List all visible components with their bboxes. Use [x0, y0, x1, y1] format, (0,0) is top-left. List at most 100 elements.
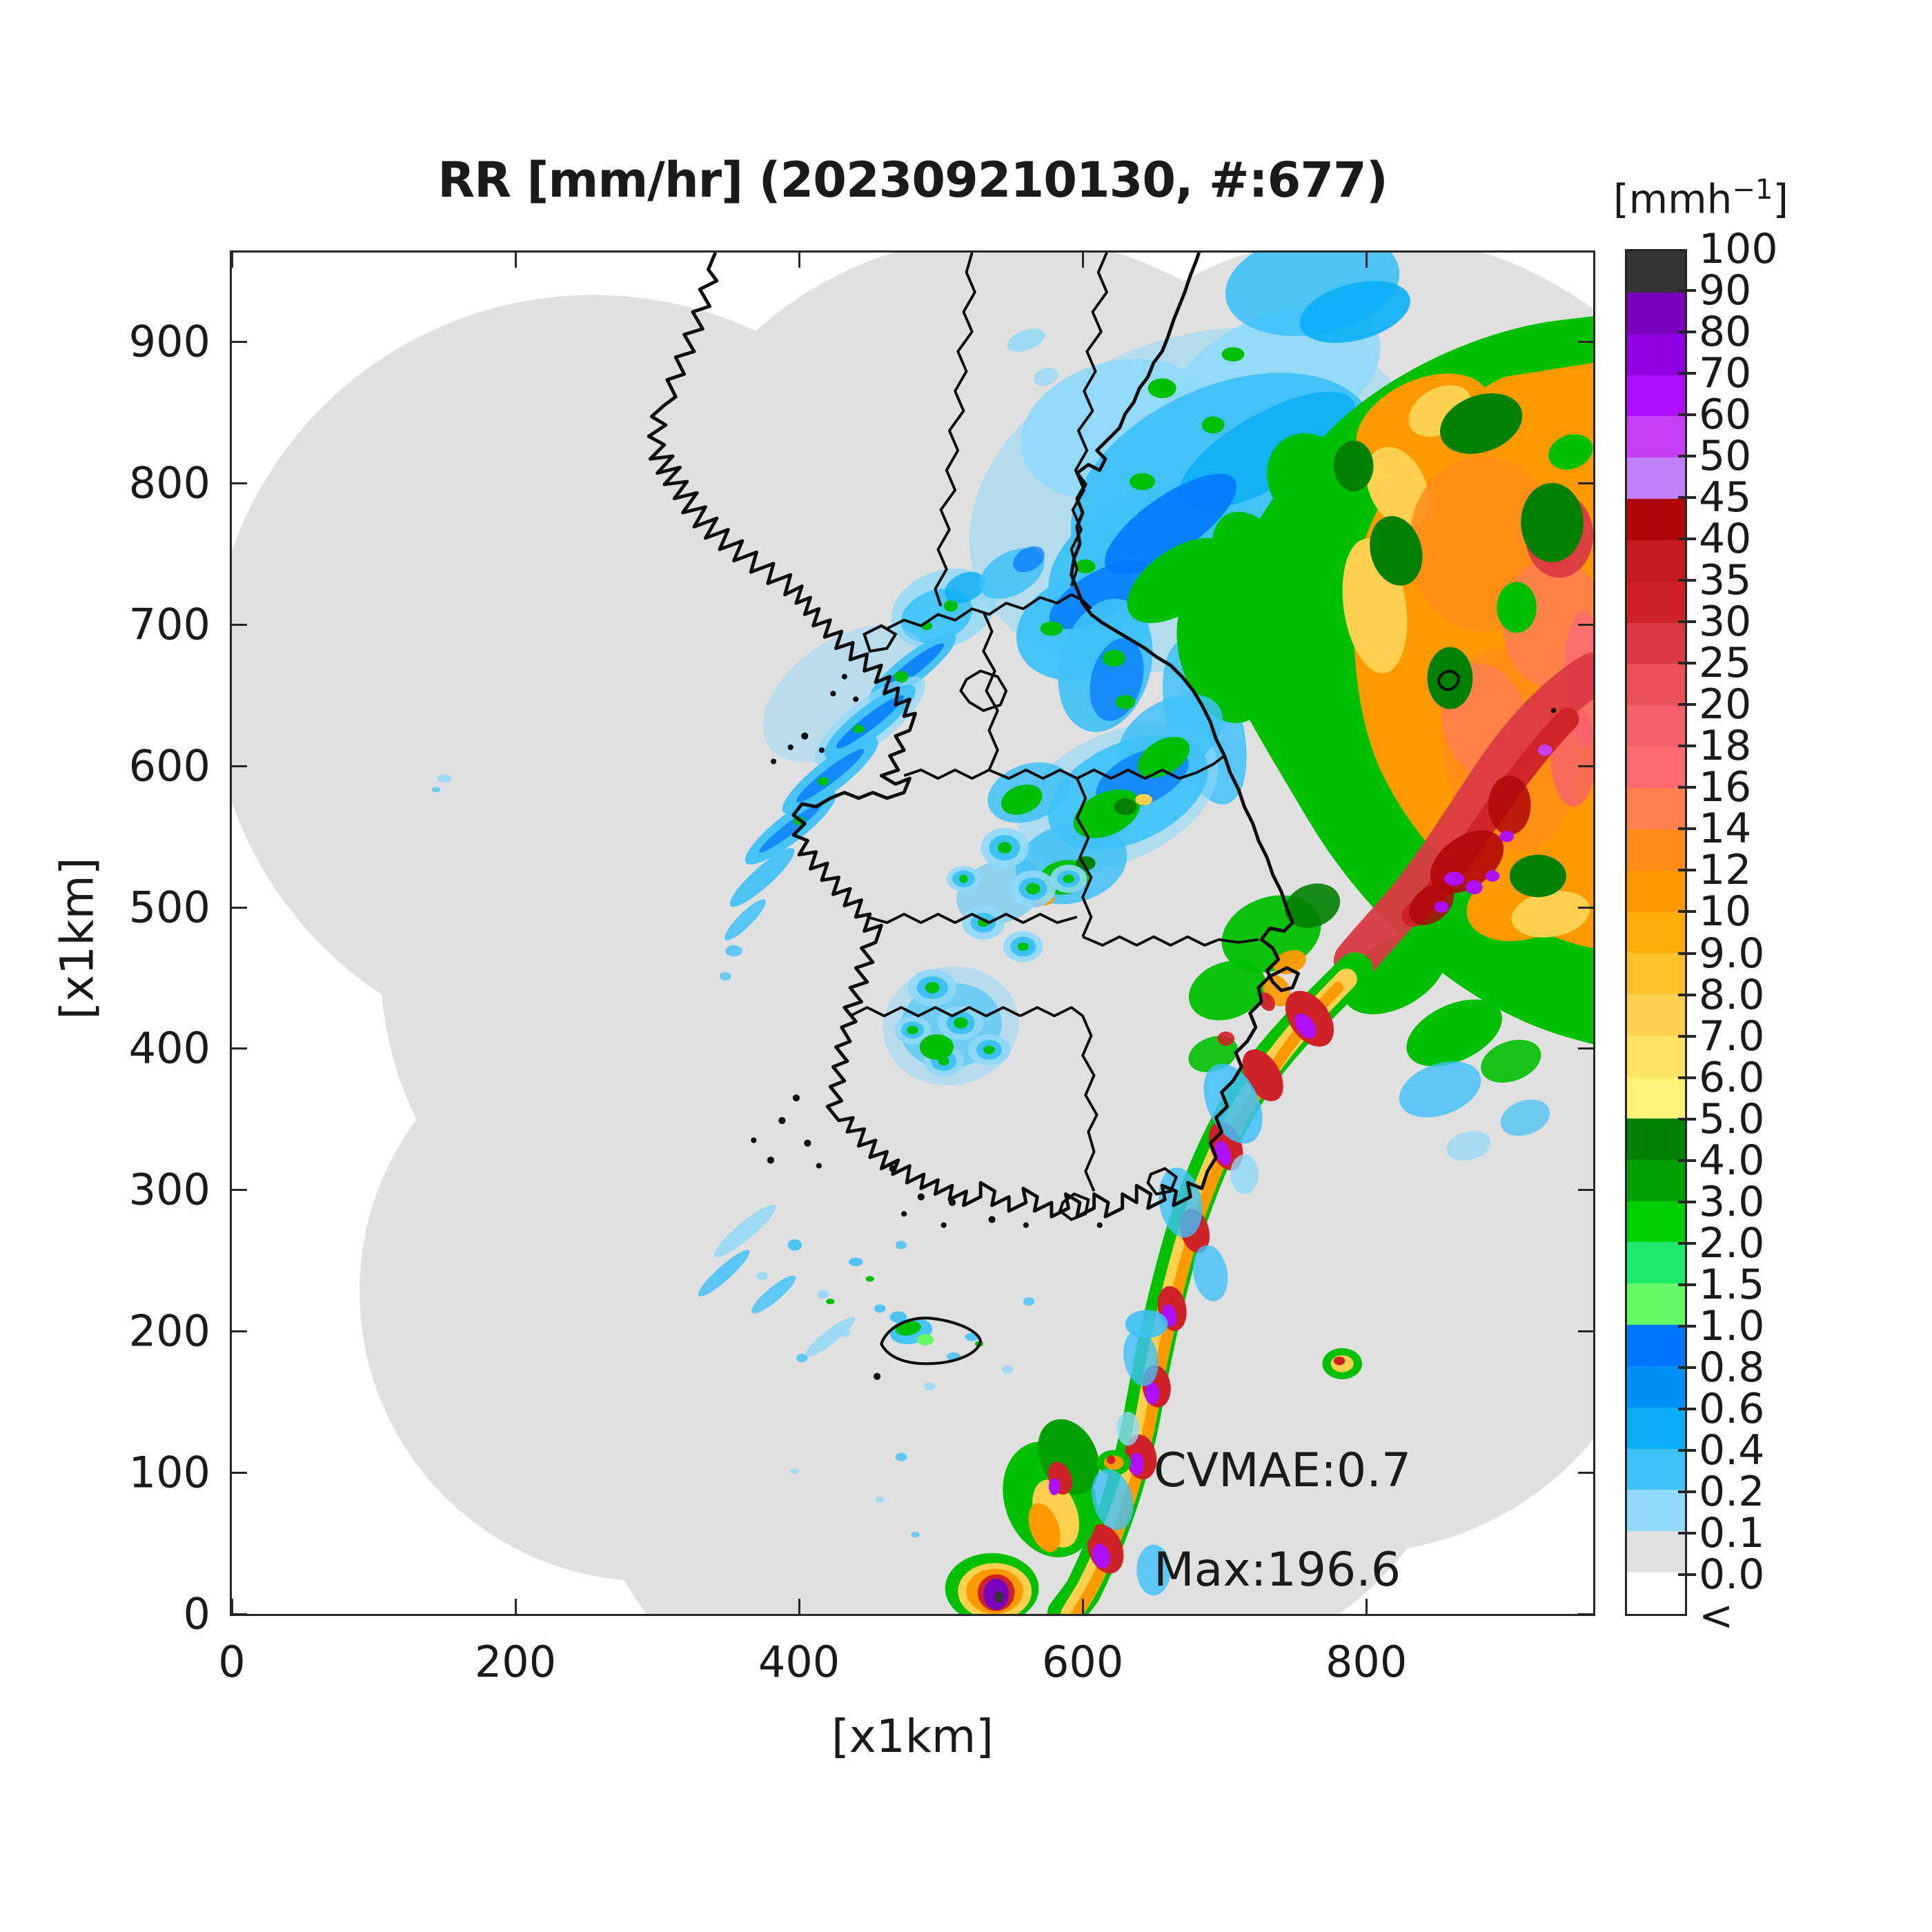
precip-cell [431, 787, 441, 793]
cvmae-annotation: CVMAE:0.7 [1154, 1443, 1412, 1498]
colorbar-tick-mark [1678, 538, 1696, 541]
precip-cell [983, 1045, 995, 1054]
precip-cell [1013, 546, 1045, 573]
colorbar-segment [1627, 788, 1685, 829]
island-dot [804, 1139, 811, 1147]
y-tick-mark [232, 482, 247, 484]
colorbar-tick-label: 1.0 [1699, 1301, 1765, 1350]
colorbar-segment [1627, 1531, 1685, 1573]
colorbar-tick-label: 8.0 [1699, 970, 1765, 1019]
precip-cell [817, 1290, 829, 1299]
precip-cell [1092, 1468, 1134, 1530]
island-dot [1096, 1222, 1103, 1228]
precip-cell [1135, 793, 1152, 806]
precip-cell [787, 1239, 802, 1251]
precip-cell [1192, 1245, 1228, 1301]
island-outline [880, 1317, 983, 1366]
colorbar [1625, 249, 1687, 1616]
colorbar-tick-mark [1678, 1159, 1696, 1162]
colorbar-tick-mark [1678, 579, 1696, 582]
colorbar-segment [1627, 911, 1685, 954]
y-tick-mark [1578, 1189, 1593, 1192]
colorbar-tick-label: 90 [1699, 266, 1752, 315]
y-tick-label: 300 [128, 1164, 210, 1215]
precip-cell [1075, 559, 1096, 574]
province-border [1070, 253, 1109, 587]
precip-cell [943, 600, 958, 612]
precip-cell [1188, 960, 1266, 1021]
precip-cell [895, 1241, 907, 1250]
precip-cell [719, 972, 731, 981]
province-border [903, 768, 990, 780]
precip-cell [865, 1276, 875, 1282]
precip-cell [698, 1250, 750, 1297]
colorbar-tick-label: 9.0 [1699, 929, 1765, 978]
colorbar-segment [1627, 375, 1685, 417]
island-dot [767, 1156, 775, 1164]
precip-cell [1221, 347, 1245, 362]
island-dot [853, 696, 859, 702]
precip-cell [817, 777, 829, 786]
precip-cell [1136, 1544, 1171, 1596]
precip-cell [1259, 992, 1275, 1012]
colorbar-segment [1627, 540, 1685, 582]
precip-cell [1521, 482, 1584, 562]
precip-cell [1123, 1330, 1159, 1386]
precip-cell [945, 571, 985, 604]
precip-cell [853, 724, 865, 733]
precip-cell [1466, 880, 1483, 895]
precip-cell [1285, 883, 1341, 928]
precip-cell [1333, 1357, 1346, 1366]
precip-cell [1434, 901, 1449, 913]
x-tick-label: 200 [474, 1637, 557, 1687]
precip-cell [729, 848, 795, 907]
plot-area [230, 250, 1595, 1616]
colorbar-tick-label: 18 [1699, 722, 1752, 771]
colorbar-tick-mark [1678, 620, 1696, 624]
y-tick-mark [232, 1189, 247, 1192]
colorbar-tick-mark [1678, 1573, 1696, 1576]
colorbar-tick-label: 2.0 [1699, 1219, 1765, 1268]
colorbar-segment [1627, 1036, 1685, 1077]
colorbar-tick-label: 10 [1699, 887, 1752, 936]
precip-cell [759, 802, 822, 853]
colorbar-segment [1627, 1283, 1685, 1325]
precip-cell [1440, 393, 1523, 454]
y-tick-mark [232, 1330, 247, 1333]
y-tick-mark [232, 1613, 247, 1615]
y-tick-label: 500 [128, 882, 210, 933]
colorbar-tick-mark [1678, 703, 1696, 707]
precip-cell [1485, 870, 1500, 882]
precip-cell [1444, 871, 1464, 886]
island-dot [816, 1163, 822, 1169]
island-dot [1023, 1222, 1029, 1228]
colorbar-tick-mark [1678, 1076, 1696, 1079]
y-tick-mark [1578, 1047, 1593, 1050]
x-tick-label: 600 [1041, 1637, 1124, 1687]
y-tick-mark [1578, 1330, 1593, 1333]
precip-cell [1127, 538, 1232, 623]
coastline [647, 253, 1300, 1219]
x-tick-mark [798, 1599, 801, 1614]
precip-cell [954, 1017, 968, 1029]
colorbar-segment [1627, 1407, 1685, 1449]
y-tick-mark [1578, 341, 1593, 344]
precip-cell [911, 1532, 920, 1538]
colorbar-segment [1627, 994, 1685, 1036]
precip-cell [1481, 1039, 1541, 1083]
y-tick-mark [1578, 1613, 1593, 1615]
colorbar-segment [1627, 1159, 1685, 1201]
precip-cell [1129, 473, 1155, 491]
x-tick-mark [798, 253, 801, 268]
colorbar-tick-label: 35 [1699, 556, 1752, 605]
y-tick-mark [1578, 765, 1593, 767]
precip-cell [725, 945, 742, 957]
precip-cell [437, 774, 452, 783]
precip-cell [1145, 1381, 1160, 1405]
precip-cell [1017, 942, 1029, 952]
colorbar-tick-label: 20 [1699, 680, 1752, 729]
colorbar-tick-label: 25 [1699, 639, 1752, 688]
precip-cell [1116, 1412, 1140, 1446]
precip-cell [1488, 776, 1531, 836]
colorbar-tick-mark [1678, 869, 1696, 872]
